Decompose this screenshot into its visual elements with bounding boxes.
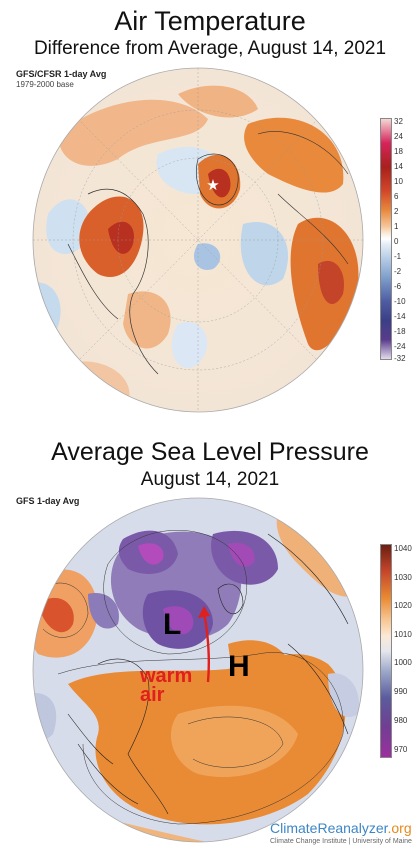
pressure-tick: 980 xyxy=(394,716,408,725)
high-pressure-label: H xyxy=(228,650,250,683)
temp-tick: -24 xyxy=(394,342,406,351)
temp-tick: -10 xyxy=(394,297,406,306)
temp-tick: 14 xyxy=(394,162,403,171)
temperature-base-label: 1979-2000 base xyxy=(16,80,74,89)
brand-domain: .org xyxy=(387,820,412,836)
warm-air-arrowhead xyxy=(198,606,210,618)
temp-tick: 0 xyxy=(394,237,399,246)
sea-level-pressure-map xyxy=(32,497,364,843)
warm-air-arrow xyxy=(202,611,210,683)
pressure-map-title: Average Sea Level Pressure xyxy=(51,438,369,466)
temp-tick: -14 xyxy=(394,312,406,321)
pressure-tick: 1030 xyxy=(394,573,412,582)
temp-tick: 6 xyxy=(394,192,399,201)
temp-tick: 24 xyxy=(394,132,403,141)
temperature-source-label: GFS/CFSR 1-day Avg xyxy=(16,69,107,79)
temp-tick: 18 xyxy=(394,147,403,156)
brand-subtitle: Climate Change Institute | University of… xyxy=(270,838,412,845)
temp-tick: 32 xyxy=(394,117,403,126)
pressure-tick: 1020 xyxy=(394,601,412,610)
temp-tick: -32 xyxy=(394,354,406,363)
pressure-tick: 1010 xyxy=(394,630,412,639)
brand-name: ClimateReanalyzer xyxy=(270,820,388,836)
pressure-tick: 1000 xyxy=(394,658,412,667)
site-brand: ClimateReanalyzer.org xyxy=(270,820,412,836)
pressure-colorbar xyxy=(380,544,392,758)
temperature-map-subtitle: Difference from Average, August 14, 2021 xyxy=(33,38,387,59)
temperature-anomaly-map: ★ xyxy=(32,67,364,413)
temp-tick: -6 xyxy=(394,282,402,291)
temp-tick: 2 xyxy=(394,207,399,216)
warm-air-annotation: warm air xyxy=(140,665,193,706)
temp-tick: 10 xyxy=(394,177,403,186)
temp-tick: -1 xyxy=(394,252,402,261)
temperature-colorbar xyxy=(380,118,392,360)
temperature-map-title: Air Temperature xyxy=(114,6,306,36)
pressure-tick: 970 xyxy=(394,745,408,754)
temp-tick: -2 xyxy=(394,267,402,276)
pressure-tick: 1040 xyxy=(394,544,412,553)
temp-tick: -18 xyxy=(394,327,406,336)
pressure-map-subtitle: August 14, 2021 xyxy=(140,469,280,490)
summit-star-icon: ★ xyxy=(206,177,219,194)
temp-tick: 1 xyxy=(394,222,399,231)
pressure-source-label: GFS 1-day Avg xyxy=(16,496,80,506)
pressure-tick: 990 xyxy=(394,687,408,696)
low-pressure-label: L xyxy=(163,608,182,641)
